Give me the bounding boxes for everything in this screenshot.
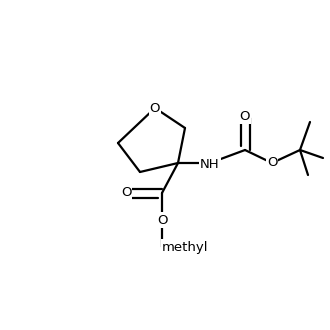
Text: O: O [121, 186, 131, 200]
Text: O: O [267, 156, 277, 170]
Text: NH: NH [200, 158, 220, 172]
Text: O: O [157, 214, 167, 226]
Text: O: O [240, 110, 250, 122]
Text: methyl: methyl [162, 241, 209, 253]
Text: O: O [150, 102, 160, 115]
